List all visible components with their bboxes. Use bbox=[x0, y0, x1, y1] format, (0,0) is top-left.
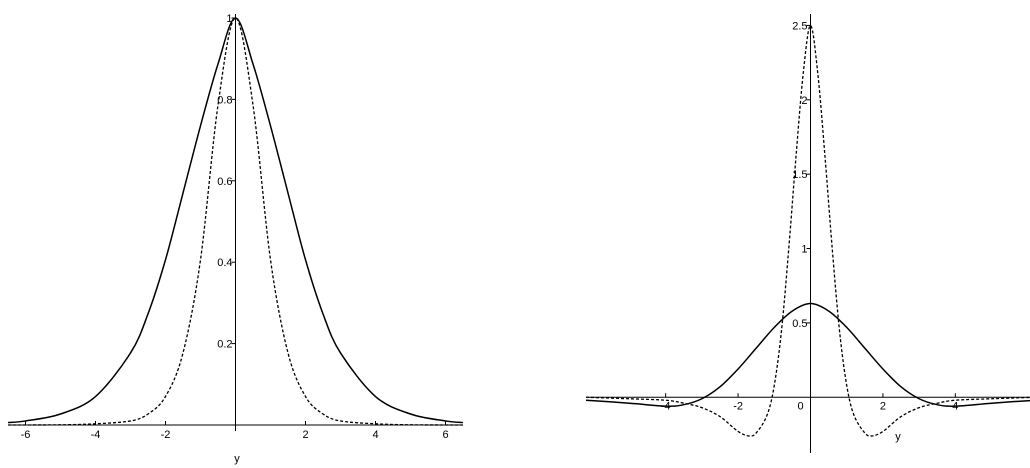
x-tick-label: 4 bbox=[372, 429, 378, 441]
y-tick-label: 0.5 bbox=[792, 318, 807, 330]
x-tick-label: -6 bbox=[21, 429, 31, 441]
x-axis-title: y bbox=[895, 431, 901, 443]
x-axis-title: y bbox=[234, 453, 240, 465]
left-chart: -6 -4 -2 2 4 6 0.2 0.4 0.6 0.8 1 y bbox=[7, 13, 464, 465]
x-tick-label: -2 bbox=[161, 429, 171, 441]
y-tick-label: 2.5 bbox=[792, 20, 807, 32]
y-tick-label: 1 bbox=[226, 13, 232, 25]
y-tick-label: 1 bbox=[801, 244, 807, 256]
x-tick-label: 0 bbox=[797, 400, 803, 412]
x-tick-label: -2 bbox=[733, 400, 743, 412]
y-tick-label: 2 bbox=[801, 95, 807, 107]
y-tick-label: 0.4 bbox=[217, 257, 232, 269]
y-tick-label: 0.8 bbox=[217, 94, 232, 106]
y-tick-label: 1.5 bbox=[792, 169, 807, 181]
x-tick-label: -4 bbox=[91, 429, 101, 441]
x-tick-label: 2 bbox=[880, 400, 886, 412]
solid-series-line bbox=[585, 302, 1030, 407]
solid-series-line bbox=[7, 17, 464, 424]
right-chart: -4 -2 0 2 40.511.522.5y bbox=[585, 14, 1030, 453]
dashed-series-line bbox=[585, 24, 1030, 437]
x-tick-label: 2 bbox=[302, 429, 308, 441]
y-tick-label: 0.2 bbox=[217, 339, 232, 351]
x-tick-label: 6 bbox=[442, 429, 448, 441]
y-tick-label: 0.6 bbox=[217, 176, 232, 188]
